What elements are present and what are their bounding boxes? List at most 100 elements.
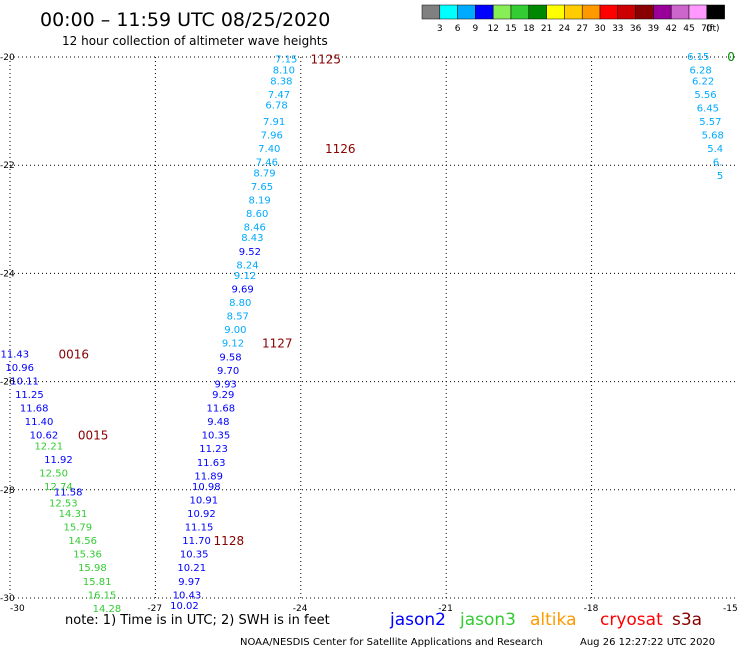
data-point: 10.11 (10, 377, 39, 388)
data-point: 9.48 (207, 417, 229, 428)
legend-item-cryosat: cryosat (600, 610, 663, 630)
legend-item-s3a: s3a (672, 610, 702, 630)
time-label: 0 (727, 50, 735, 64)
data-point: 6.28 (690, 66, 712, 77)
data-point: 7.65 (251, 182, 273, 193)
data-point: 15.98 (78, 563, 107, 574)
legend-item-jason2: jason2 (389, 610, 446, 630)
y-tick-label: -20 (0, 53, 15, 63)
data-point: 10.35 (180, 550, 209, 561)
data-point: 12.74 (44, 482, 73, 493)
x-tick-label: -18 (584, 604, 599, 614)
data-point: 6.78 (265, 101, 287, 112)
data-point: 8.19 (248, 195, 270, 206)
data-point: 14.28 (93, 604, 122, 615)
colorbar-swatch (564, 4, 583, 20)
y-tick-label: -26 (0, 378, 15, 388)
colorbar-label: 18 (523, 24, 535, 34)
data-point: 7.91 (263, 117, 285, 128)
data-point: 11.92 (44, 455, 73, 466)
data-point: 7.46 (256, 157, 278, 168)
data-point: 7.47 (268, 90, 290, 101)
data-point: 5.4 (707, 144, 723, 155)
x-tick-label: -30 (10, 604, 25, 614)
data-point: 10.35 (202, 431, 231, 442)
data-point: 5.57 (699, 117, 721, 128)
data-point: 10.43 (173, 590, 202, 601)
data-point: 6.15 (687, 52, 709, 63)
legend-item-jason3: jason3 (459, 610, 516, 630)
data-point: 12.50 (39, 469, 68, 480)
colorbar-swatch (546, 4, 565, 20)
data-point: 11.89 (194, 471, 223, 482)
colorbar-swatch (492, 4, 512, 20)
footer-credit: NOAA/NESDIS Center for Satellite Applica… (240, 637, 543, 648)
data-point: 10.96 (5, 363, 34, 374)
colorbar-swatch (635, 4, 654, 20)
colorbar-swatch (510, 4, 530, 20)
colorbar-label: 30 (594, 24, 606, 34)
colorbar-label: 27 (576, 24, 587, 34)
x-tick-label: -15 (723, 604, 738, 614)
colorbar-label: 21 (541, 24, 552, 34)
x-tick-label: -21 (438, 604, 453, 614)
data-point: 14.56 (68, 536, 97, 547)
data-point: 9.69 (232, 285, 254, 296)
colorbar-label: 9 (473, 24, 479, 34)
data-point: 7.15 (275, 55, 297, 66)
colorbar-swatch (706, 4, 725, 20)
data-point: 8.80 (229, 298, 251, 309)
colorbar-swatch (421, 4, 441, 20)
data-point: 11.68 (207, 404, 236, 415)
data-point: 9.52 (239, 247, 261, 258)
data-point: 11.68 (20, 404, 49, 415)
data-point: 9.70 (217, 366, 239, 377)
data-point: 8.46 (244, 222, 266, 233)
data-point: 6.45 (697, 103, 719, 114)
data-point: 8.57 (227, 312, 249, 323)
data-point: 7.40 (258, 144, 280, 155)
footer-note: note: 1) Time is in UTC; 2) SWH is in fe… (65, 613, 330, 628)
data-point: 11.63 (197, 458, 226, 469)
x-tick-label: -27 (147, 604, 162, 614)
colorbar-swatch (599, 4, 619, 20)
y-tick-label: -24 (0, 269, 15, 279)
data-point: 9.29 (212, 390, 234, 401)
data-point: 11.43 (1, 350, 30, 361)
colorbar-label: 12 (487, 24, 498, 34)
data-point: 9.97 (178, 577, 200, 588)
data-point: 8.24 (236, 260, 258, 271)
data-point: 9.00 (224, 325, 246, 336)
x-tick-label: -24 (293, 604, 308, 614)
colorbar-swatch (528, 4, 547, 20)
colorbar-swatch (670, 4, 690, 20)
legend-item-altika: altika (530, 610, 577, 630)
data-point: 8.60 (246, 209, 268, 220)
data-point: 10.91 (190, 496, 219, 507)
data-point: 15.79 (64, 523, 93, 534)
data-point: 8.79 (253, 168, 275, 179)
data-point: 10.62 (30, 431, 59, 442)
data-point: 7.96 (261, 130, 283, 141)
chart-title: 00:00 – 11:59 UTC 08/25/2020 (40, 9, 330, 31)
colorbar-label: 39 (648, 24, 660, 34)
data-point: 8.10 (273, 66, 295, 77)
colorbar-swatch (475, 4, 494, 20)
data-point: 6.22 (692, 76, 714, 87)
data-points: 7.158.108.38 7.476.78 7.91 7.96 7.40 7.468.79… (1, 52, 724, 615)
time-label: 1125 (310, 53, 341, 67)
colorbar-swatch (617, 4, 636, 20)
data-point: 10.02 (170, 601, 199, 612)
data-point: 8.38 (270, 76, 292, 87)
colorbar-unit: (ft) (706, 24, 720, 34)
colorbar-label: 3 (437, 24, 443, 34)
colorbar-label: 15 (505, 24, 516, 34)
data-point: 9.58 (219, 352, 241, 363)
colorbar-swatch (653, 4, 672, 20)
y-tick-label: -22 (0, 161, 15, 171)
data-point: 14.31 (59, 509, 88, 520)
data-point: 6. (713, 157, 723, 168)
colorbar-label: 24 (559, 24, 571, 34)
colorbar-label: 33 (612, 24, 623, 34)
data-point: 12.21 (34, 442, 63, 453)
